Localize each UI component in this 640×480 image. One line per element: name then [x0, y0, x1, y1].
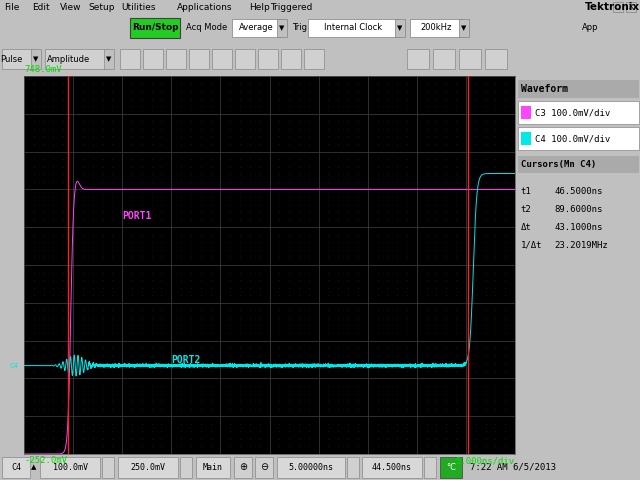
Bar [120, 49, 140, 69]
Text: t1: t1 [521, 187, 532, 196]
Text: 44.500ns: 44.500ns [372, 463, 412, 472]
Text: Trig: Trig [292, 24, 307, 33]
Text: 200kHz: 200kHz [420, 24, 452, 33]
Text: 46.5000ns: 46.5000ns [554, 187, 603, 196]
Text: App: App [582, 24, 598, 33]
Bar [277, 457, 345, 478]
Bar [281, 49, 301, 69]
Bar [166, 49, 186, 69]
Text: ▼: ▼ [397, 25, 403, 31]
Bar [518, 127, 639, 150]
Bar [189, 49, 209, 69]
Text: Triggered: Triggered [270, 2, 312, 12]
Text: Setup: Setup [88, 2, 115, 12]
Text: Δt: Δt [521, 223, 532, 232]
Bar [362, 457, 422, 478]
Text: ▼: ▼ [106, 56, 112, 62]
Text: ⊕: ⊕ [239, 463, 247, 472]
Text: Applications: Applications [177, 2, 232, 12]
Text: Help: Help [249, 2, 269, 12]
Text: 1/Δt: 1/Δt [521, 240, 543, 250]
Bar [347, 457, 359, 478]
Bar [304, 49, 324, 69]
Bar [232, 19, 280, 37]
Bar [518, 101, 639, 124]
Text: ▼: ▼ [461, 25, 467, 31]
Bar [518, 80, 639, 98]
Text: 7:22 AM 6/5/2013: 7:22 AM 6/5/2013 [470, 463, 556, 472]
Text: 43.1000ns: 43.1000ns [554, 223, 603, 232]
Bar [212, 49, 232, 69]
Bar [143, 49, 163, 69]
Text: Average: Average [239, 24, 273, 33]
Bar [31, 49, 41, 69]
Text: ⊖: ⊖ [260, 463, 268, 472]
Text: 250.0mV: 250.0mV [131, 463, 166, 472]
Bar [459, 19, 469, 37]
Bar [424, 457, 436, 478]
Text: Pulse: Pulse [0, 55, 22, 63]
Text: Run/Stop: Run/Stop [132, 24, 179, 33]
Bar [277, 19, 287, 37]
Text: C4 100.0mV/div: C4 100.0mV/div [534, 134, 610, 143]
Text: °C: °C [446, 463, 456, 472]
Text: -252.0mV: -252.0mV [24, 456, 67, 465]
Bar [518, 156, 639, 173]
Bar [102, 457, 114, 478]
Bar [308, 19, 398, 37]
Bar [235, 49, 255, 69]
Text: Waveform: Waveform [521, 84, 568, 94]
Text: C3 100.0mV/div: C3 100.0mV/div [534, 108, 610, 117]
Bar [626, 2, 636, 12]
Bar [613, 2, 623, 12]
Bar [440, 457, 462, 478]
Text: _: _ [616, 4, 620, 10]
Text: 5.000ns/div: 5.000ns/div [456, 456, 515, 465]
Text: Edit: Edit [32, 2, 50, 12]
Text: Internal Clock: Internal Clock [324, 24, 382, 33]
Text: Amplitude: Amplitude [47, 55, 91, 63]
Bar [255, 457, 273, 478]
Text: Tektronix: Tektronix [585, 2, 640, 12]
Bar [180, 457, 192, 478]
Bar [459, 49, 481, 69]
Text: C4: C4 [11, 463, 21, 472]
Bar [521, 106, 531, 119]
Text: 23.2019MHz: 23.2019MHz [554, 240, 608, 250]
Text: Utilities: Utilities [122, 2, 156, 12]
Text: File: File [4, 2, 19, 12]
Bar [130, 18, 180, 38]
Text: C4: C4 [10, 362, 19, 369]
Bar [2, 457, 30, 478]
Bar [234, 457, 252, 478]
Text: 5.00000ns: 5.00000ns [289, 463, 333, 472]
Bar [485, 49, 507, 69]
Text: PORT2: PORT2 [172, 355, 201, 365]
Text: Main: Main [203, 463, 223, 472]
Bar [395, 19, 405, 37]
Bar [407, 49, 429, 69]
Bar [196, 457, 230, 478]
Text: X: X [628, 4, 634, 10]
Bar [40, 457, 100, 478]
Text: Cursors(Mn C4): Cursors(Mn C4) [521, 160, 596, 169]
Text: t2: t2 [521, 205, 532, 214]
Bar [2, 49, 34, 69]
Bar [45, 49, 107, 69]
Bar [258, 49, 278, 69]
Bar [433, 49, 455, 69]
Text: View: View [60, 2, 81, 12]
Text: ▲: ▲ [31, 465, 36, 470]
Text: Acq Mode: Acq Mode [186, 24, 227, 33]
Bar [521, 132, 531, 144]
Text: PORT1: PORT1 [122, 211, 152, 221]
Text: 100.0mV: 100.0mV [52, 463, 88, 472]
Text: ▼: ▼ [33, 56, 38, 62]
Bar [118, 457, 178, 478]
Bar [104, 49, 114, 69]
Text: 89.6000ns: 89.6000ns [554, 205, 603, 214]
Bar [410, 19, 462, 37]
Text: 748.0mV: 748.0mV [24, 65, 61, 74]
Text: ▼: ▼ [279, 25, 285, 31]
